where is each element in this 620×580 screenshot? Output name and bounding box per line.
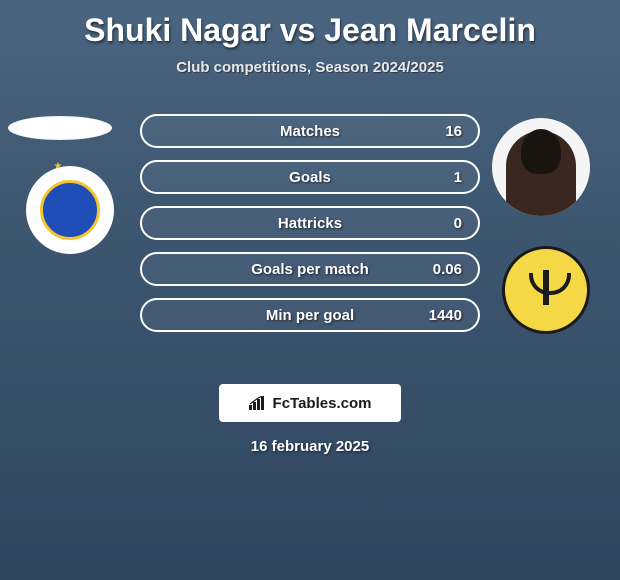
stat-label: Matches	[280, 123, 340, 140]
stat-row-min-per-goal: Min per goal 1440	[140, 298, 480, 332]
comparison-content: Matches 16 Goals 1 Hattricks 0 Goals per…	[0, 106, 620, 366]
stat-value-right: 16	[445, 123, 462, 140]
club-left-crest-icon	[40, 180, 100, 240]
stat-row-goals-per-match: Goals per match 0.06	[140, 252, 480, 286]
page-title: Shuki Nagar vs Jean Marcelin	[0, 0, 620, 49]
stat-row-matches: Matches 16	[140, 114, 480, 148]
bar-chart-icon	[249, 396, 267, 410]
player-right-avatar	[492, 118, 590, 216]
stat-row-goals: Goals 1	[140, 160, 480, 194]
stat-label: Min per goal	[266, 307, 354, 324]
page-subtitle: Club competitions, Season 2024/2025	[0, 59, 620, 76]
stat-value-right: 0.06	[433, 261, 462, 278]
player-left-avatar	[8, 116, 112, 140]
branding-text: FcTables.com	[273, 395, 372, 412]
player-silhouette-icon	[506, 131, 576, 216]
date-label: 16 february 2025	[0, 438, 620, 455]
stat-label: Goals	[289, 169, 331, 186]
stat-value-right: 1	[454, 169, 462, 186]
stat-value-right: 0	[454, 215, 462, 232]
stats-list: Matches 16 Goals 1 Hattricks 0 Goals per…	[140, 114, 480, 344]
club-left-badge	[26, 166, 114, 254]
stat-label: Hattricks	[278, 215, 342, 232]
club-right-badge	[502, 246, 590, 334]
stat-value-right: 1440	[429, 307, 462, 324]
stat-row-hattricks: Hattricks 0	[140, 206, 480, 240]
branding-badge: FcTables.com	[219, 384, 401, 422]
menorah-icon	[521, 265, 571, 315]
stat-label: Goals per match	[251, 261, 369, 278]
